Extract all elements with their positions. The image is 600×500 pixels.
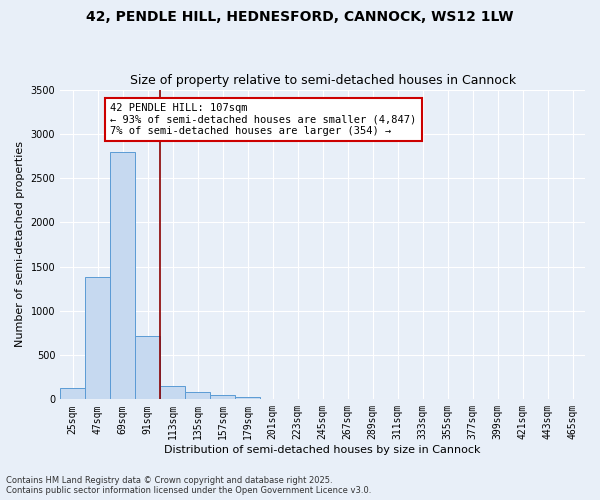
Bar (110, 152, 135, 400)
Title: Size of property relative to semi-detached houses in Cannock: Size of property relative to semi-detach… (130, 74, 515, 87)
Bar (135, 336, 160, 400)
Bar (185, 392, 210, 400)
Bar (60, 388, 85, 400)
Bar (210, 396, 235, 400)
Bar (160, 386, 185, 400)
Text: 42 PENDLE HILL: 107sqm
← 93% of semi-detached houses are smaller (4,847)
7% of s: 42 PENDLE HILL: 107sqm ← 93% of semi-det… (110, 103, 416, 136)
Text: 42, PENDLE HILL, HEDNESFORD, CANNOCK, WS12 1LW: 42, PENDLE HILL, HEDNESFORD, CANNOCK, WS… (86, 10, 514, 24)
Bar (85, 277, 110, 400)
Bar (235, 396, 260, 400)
X-axis label: Distribution of semi-detached houses by size in Cannock: Distribution of semi-detached houses by … (164, 445, 481, 455)
Y-axis label: Number of semi-detached properties: Number of semi-detached properties (15, 142, 25, 348)
Text: Contains HM Land Registry data © Crown copyright and database right 2025.
Contai: Contains HM Land Registry data © Crown c… (6, 476, 371, 495)
